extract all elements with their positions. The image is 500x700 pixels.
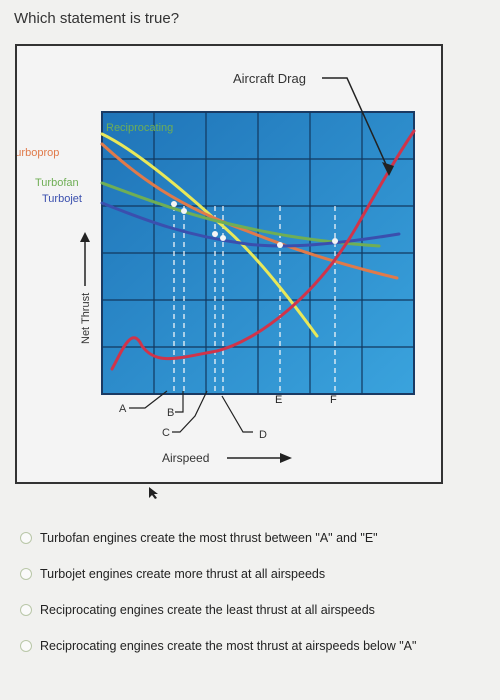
radio-button-icon[interactable] bbox=[20, 532, 32, 544]
answer-label: Reciprocating engines create the most th… bbox=[40, 639, 417, 653]
intersection-dot bbox=[212, 231, 218, 237]
thrust-chart: Reciprocating Turboprop Turbofan Turboje… bbox=[17, 71, 416, 465]
callout-arrow-line bbox=[322, 77, 390, 172]
series-line-turboprop bbox=[100, 142, 399, 280]
series-label-turbofan: Turbofan bbox=[35, 177, 79, 189]
marker-e: E bbox=[275, 394, 282, 406]
intersection-points bbox=[171, 201, 338, 248]
answer-option[interactable]: Turbojet engines create more thrust at a… bbox=[0, 556, 500, 592]
question-title: Which statement is true? bbox=[14, 10, 180, 27]
cursor-arrow-icon bbox=[149, 487, 158, 499]
series-line-turbofan bbox=[100, 181, 381, 248]
intersection-dot bbox=[220, 235, 226, 241]
answer-label: Turbofan engines create the most thrust … bbox=[40, 531, 378, 545]
answer-label: Turbojet engines create more thrust at a… bbox=[40, 567, 326, 581]
y-axis-arrow-head bbox=[80, 232, 90, 242]
radio-button-icon[interactable] bbox=[20, 640, 32, 652]
marker-d-line bbox=[221, 395, 253, 433]
y-axis-label-group: Net Thrust bbox=[80, 293, 92, 344]
callout-arrow-head bbox=[382, 162, 394, 176]
marker-c-line bbox=[172, 390, 208, 433]
marker-d: D bbox=[259, 429, 267, 441]
series-label-turboprop: Turboprop bbox=[17, 147, 59, 159]
chart-frame: Reciprocating Turboprop Turbofan Turboje… bbox=[15, 44, 443, 484]
marker-c: C bbox=[162, 427, 170, 439]
x-axis-arrow-head bbox=[280, 453, 292, 463]
series-label-reciprocating: Reciprocating bbox=[106, 122, 173, 134]
series-line-aircraft-drag bbox=[110, 129, 416, 371]
radio-button-icon[interactable] bbox=[20, 568, 32, 580]
intersection-dot bbox=[171, 201, 177, 207]
marker-b-line bbox=[175, 391, 184, 413]
marker-f: F bbox=[330, 394, 337, 406]
series-line-turbojet bbox=[100, 201, 401, 248]
intersection-dot bbox=[332, 238, 338, 244]
answer-list: Turbofan engines create the most thrust … bbox=[0, 520, 500, 664]
answer-option[interactable]: Turbofan engines create the most thrust … bbox=[0, 520, 500, 556]
intersection-dot bbox=[277, 242, 283, 248]
answer-label: Reciprocating engines create the least t… bbox=[40, 603, 375, 617]
answer-option[interactable]: Reciprocating engines create the most th… bbox=[0, 628, 500, 664]
y-axis-label: Net Thrust bbox=[80, 293, 92, 344]
x-axis-label: Airspeed bbox=[162, 451, 209, 465]
marker-b: B bbox=[167, 407, 174, 419]
radio-button-icon[interactable] bbox=[20, 604, 32, 616]
series-label-turbojet: Turbojet bbox=[42, 193, 82, 205]
marker-a-line bbox=[129, 390, 168, 409]
answer-option[interactable]: Reciprocating engines create the least t… bbox=[0, 592, 500, 628]
marker-a: A bbox=[119, 403, 127, 415]
callout-aircraft-drag: Aircraft Drag bbox=[233, 71, 306, 86]
intersection-dot bbox=[181, 208, 187, 214]
grid bbox=[102, 112, 414, 394]
series-lines bbox=[100, 129, 416, 371]
